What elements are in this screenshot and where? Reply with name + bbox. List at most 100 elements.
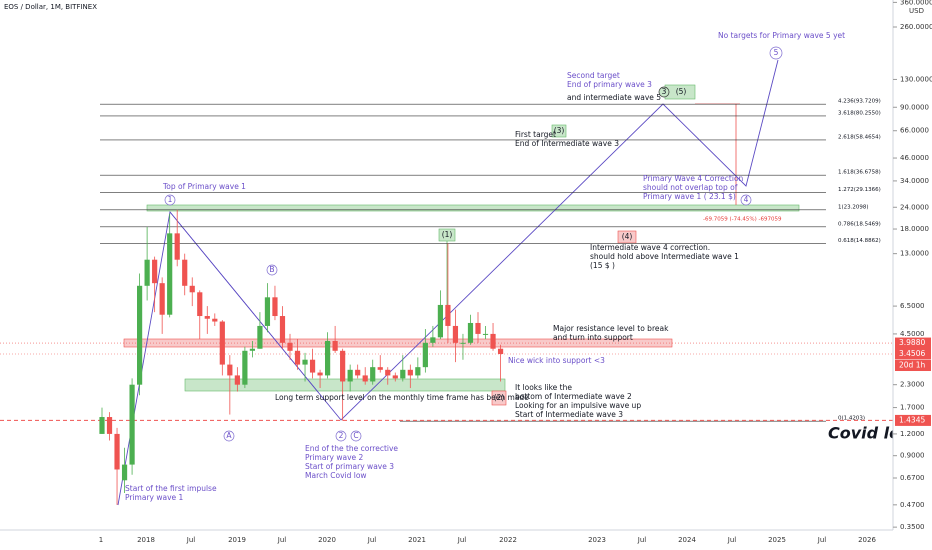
candle-body — [475, 322, 481, 334]
price-axis — [893, 0, 932, 550]
x-tick-label: Jul — [727, 536, 737, 544]
price-tag-label: 3.4506 — [899, 349, 925, 358]
candle-body — [400, 369, 406, 379]
candle-body — [121, 464, 128, 481]
candle-body — [437, 304, 443, 338]
candle-body — [204, 316, 210, 319]
fib-label: 1.618(36.6758) — [838, 170, 881, 176]
fib-label: 4.236(93.7209) — [838, 99, 881, 105]
x-tick-label: 2022 — [499, 536, 517, 544]
candle-body — [302, 359, 308, 365]
wave-box — [617, 230, 637, 244]
x-tick-label: 2021 — [408, 536, 426, 544]
fib-label: 3.618(80.2550) — [838, 110, 881, 116]
y-tick-label: 0.3500 — [900, 523, 925, 531]
candle-body — [332, 340, 338, 351]
candle-body — [197, 292, 203, 317]
annotation: Intermediate wave 4 correction. — [590, 243, 710, 252]
symbol: EOS / Dollar, 1M, BITFINEX — [4, 3, 97, 11]
annotation: Second target — [567, 71, 620, 80]
annotation: Primary Wave 4 Correction — [643, 174, 744, 183]
countdown: 20d 1h — [899, 361, 925, 370]
candle-body — [497, 348, 504, 355]
wave-label: 5 — [774, 48, 779, 57]
annotation: First target — [515, 130, 556, 139]
candle-body — [234, 375, 240, 385]
annotation: (15 $ ) — [590, 261, 615, 270]
wave-label: 2 — [339, 431, 344, 440]
wave-labels: 1 B A 2 C 3 (5) 5 4 (1) (3) (4) (2) — [164, 46, 783, 442]
fib-label: 1(23.2098) — [838, 204, 869, 210]
candle-body — [392, 375, 398, 379]
annotation: Top of Primary wave 1 — [162, 182, 246, 191]
annotations: No targets for Primary wave 5 yet Second… — [125, 31, 915, 502]
fib-label: 1.272(29.1366) — [838, 187, 881, 193]
wave-circle — [164, 194, 176, 206]
y-tick-label: 18.0000 — [900, 225, 929, 233]
annotation: Start of Intermediate wave 3 — [515, 410, 623, 419]
annotation: End of Intermediate wave 3 — [515, 139, 619, 148]
candle-body — [189, 285, 195, 293]
candle-body — [370, 367, 376, 382]
candle-body — [452, 325, 459, 343]
candle-body — [422, 342, 428, 368]
fib-label: 0(1.4203) — [838, 416, 865, 422]
candle-body — [144, 259, 150, 286]
fib-label: 2.618(58.4654) — [838, 134, 881, 140]
wave-label: (3) — [554, 126, 565, 135]
candle-body — [482, 333, 489, 335]
y-tick-label: 46.0000 — [900, 154, 929, 162]
x-tick-label: 2025 — [768, 536, 786, 544]
wave-circle — [223, 430, 235, 442]
wave-circle — [740, 194, 752, 206]
x-tick-label: 2018 — [137, 536, 155, 544]
y-tick-label: 360.0000 — [900, 0, 932, 6]
annotation: and intermediate wave 5 — [567, 93, 661, 102]
wave-label: 1 — [168, 195, 173, 204]
candle-body — [460, 342, 466, 344]
candle-body — [212, 318, 218, 322]
annotation: Start of primary wave 3 — [305, 462, 394, 471]
wave-label: 4 — [744, 195, 749, 204]
candle-body — [137, 285, 143, 385]
x-tick-label: Jul — [817, 536, 827, 544]
y-tick-label: 4.5000 — [900, 330, 925, 338]
annotation: Primary wave 1 ( 23.1 $) — [643, 192, 736, 201]
annotation: It looks like the — [515, 383, 572, 392]
wave-path — [169, 211, 319, 393]
y-tick-label: 6.5000 — [900, 302, 925, 310]
candle-body — [257, 325, 263, 349]
annotation: Major resistance level to break — [553, 324, 669, 333]
axis: 360.0000260.0000130.000090.000066.000046… — [99, 0, 932, 544]
x-tick-label: Jul — [637, 536, 647, 544]
y-tick-label: 24.0000 — [900, 203, 929, 211]
y-tick-label: 130.0000 — [900, 75, 932, 83]
annotation: should not overlap top of — [643, 183, 738, 192]
currency: USD — [909, 7, 924, 15]
x-tick-label: 2020 — [318, 536, 336, 544]
candle-body — [129, 384, 135, 465]
x-tick-label: 2019 — [228, 536, 246, 544]
candle-body — [355, 369, 361, 376]
countdown-tag — [895, 360, 931, 372]
candle-body — [445, 304, 451, 326]
wave-circle — [769, 46, 783, 60]
candle-body — [309, 359, 316, 373]
y-tick-label: 13.0000 — [900, 250, 929, 258]
annotation: -69.7059 (-74.45%) -697059 — [703, 217, 782, 223]
fib-label: 0.786(18.5469) — [838, 221, 881, 227]
y-tick-label: 1.7000 — [900, 404, 925, 412]
wave-label: (5) — [676, 87, 687, 96]
annotation: Start of the first impulse — [125, 484, 217, 493]
candle-body — [385, 369, 391, 376]
x-tick-label: 2026 — [858, 536, 876, 544]
candle-body — [182, 259, 188, 286]
candle-body — [362, 375, 368, 382]
wave-box — [491, 390, 507, 406]
price-tag-label: 3.9880 — [899, 338, 925, 347]
candle-body — [347, 369, 353, 382]
fib-label: 0.618(14.8862) — [838, 238, 881, 244]
annotation: should hold above Intermediate wave 1 — [590, 252, 739, 261]
wave-circle — [266, 264, 278, 276]
